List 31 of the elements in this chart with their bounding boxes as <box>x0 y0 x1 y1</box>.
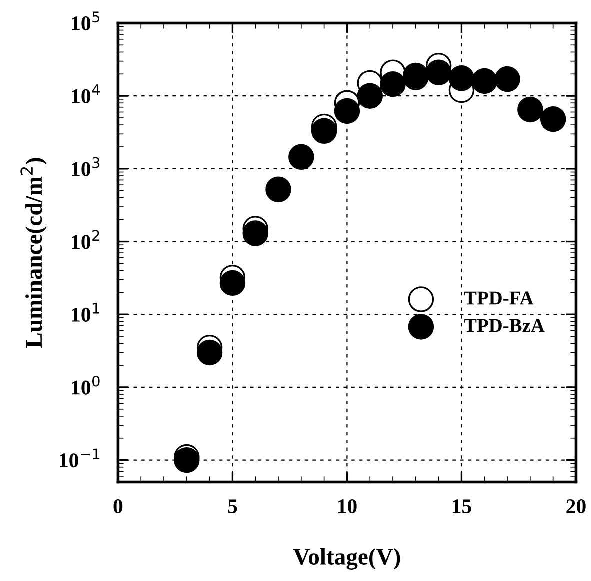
point <box>426 60 452 86</box>
point <box>288 144 314 170</box>
point <box>242 220 268 246</box>
point <box>196 340 223 366</box>
point <box>311 118 338 144</box>
point <box>334 98 360 124</box>
x-axis-title: Voltage(V) <box>293 548 400 570</box>
point <box>448 66 475 92</box>
point <box>540 106 566 132</box>
y-tick-label: 10$^{−1}$ <box>60 448 100 468</box>
point <box>266 176 292 202</box>
y-tick-label: 10$^{2}$ <box>72 230 100 250</box>
y-tick-label: 10$^{5}$ <box>72 12 100 31</box>
x-tick-label: 20 <box>566 500 586 514</box>
y-tick-label: 10$^{4}$ <box>72 84 100 104</box>
point <box>380 71 406 98</box>
y-tick-label: 10$^{0}$ <box>72 376 100 395</box>
y-tick-label: 10$^{1}$ <box>72 303 100 322</box>
point <box>357 83 383 109</box>
x-tick-label: 10 <box>338 500 357 514</box>
y-tick-label: 10$^{3}$ <box>72 157 100 176</box>
point <box>494 66 520 92</box>
point <box>220 270 246 296</box>
legend-label: TPD-FA <box>464 292 534 305</box>
x-tick-label: 15 <box>452 500 472 514</box>
x-tick-label: 0 <box>114 500 123 514</box>
point <box>518 96 544 123</box>
x-tick-label: 5 <box>228 500 238 514</box>
point <box>472 68 498 94</box>
legend-label: TPD-BzA <box>464 319 545 332</box>
y-axis-title: Luminance(cd/m$^{2}$) <box>20 158 47 348</box>
